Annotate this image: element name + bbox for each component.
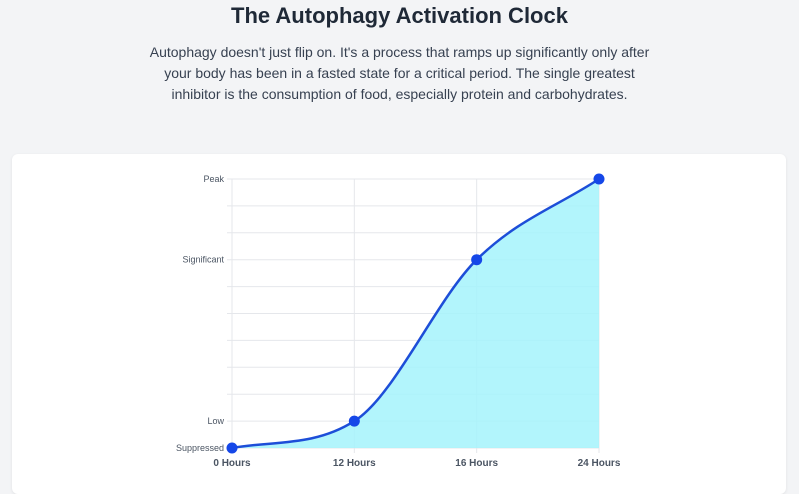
y-tick-label: Peak (203, 174, 224, 184)
data-point-2 (471, 254, 483, 266)
data-point-0 (226, 442, 238, 454)
x-tick-label: 24 Hours (578, 458, 621, 469)
points-layer (226, 173, 605, 454)
x-axis-ticks: 0 Hours 12 Hours 16 Hours 24 Hours (213, 458, 620, 469)
x-tick-label: 16 Hours (455, 458, 498, 469)
chart-card: Suppressed Low Significant Peak 0 Hours 12 H… (12, 154, 786, 494)
y-tick-label: Significant (182, 255, 224, 265)
autophagy-chart: Suppressed Low Significant Peak 0 Hours 12 H… (176, 173, 621, 469)
data-point-1 (348, 415, 360, 427)
header: The Autophagy Activation Clock Autophagy… (0, 0, 799, 105)
series-line (231, 177, 600, 450)
y-tick-label: Suppressed (176, 443, 224, 453)
x-tick-label: 0 Hours (213, 458, 251, 469)
area-fill (232, 179, 599, 448)
y-axis-ticks: Suppressed Low Significant Peak (176, 174, 225, 453)
y-tick-label: Low (207, 416, 224, 426)
page-title: The Autophagy Activation Clock (231, 3, 568, 28)
data-point-3 (593, 173, 605, 185)
x-tick-label: 12 Hours (333, 458, 376, 469)
page-description: Autophagy doesn't just flip on. It's a p… (149, 44, 650, 102)
